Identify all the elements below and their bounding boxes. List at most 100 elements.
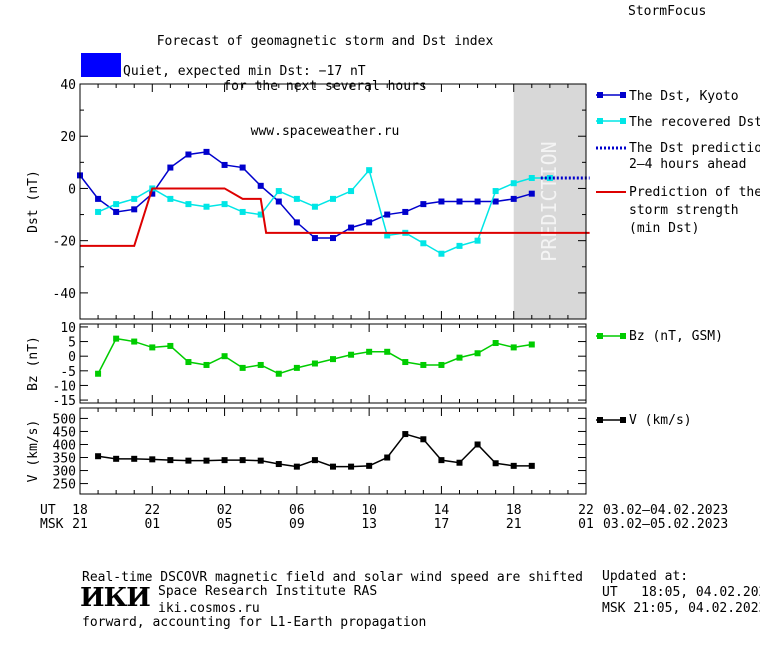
ut-tick-label: 06: [289, 503, 305, 518]
data-point: [330, 235, 336, 242]
y-tick-label: 40: [60, 78, 76, 93]
data-point: [348, 351, 355, 358]
ut-tick-label: 10: [361, 503, 377, 518]
y-tick-label: 0: [68, 350, 76, 365]
legend-v-label: V (km/s): [629, 413, 692, 428]
data-point: [95, 453, 102, 460]
data-point: [275, 461, 282, 468]
legend-bz-marker: [620, 333, 626, 339]
data-point: [167, 342, 174, 349]
data-point: [293, 463, 300, 470]
data-point: [293, 364, 300, 371]
legend-bz-label: Bz (nT, GSM): [629, 329, 723, 344]
y-tick-label: -5: [60, 365, 76, 380]
data-point: [366, 348, 373, 355]
data-point: [257, 361, 264, 368]
data-point: [131, 338, 138, 345]
legend-dst-kyoto-marker: [620, 92, 626, 98]
data-point: [456, 459, 463, 466]
msk-tick-label: 21: [72, 517, 88, 532]
legend-dst-kyoto-label: The Dst, Kyoto: [629, 89, 739, 104]
data-point: [438, 198, 445, 205]
chart-subtitle: for the next several hours: [223, 79, 427, 94]
data-point: [131, 455, 138, 462]
data-point: [257, 182, 264, 189]
data-point: [95, 208, 102, 215]
legend-recovered-label: The recovered Dst: [629, 115, 760, 130]
data-point: [149, 190, 156, 197]
data-point: [167, 164, 174, 171]
iki-logo: ИКИ: [80, 583, 151, 613]
data-point: [221, 353, 228, 360]
legend-recovered-marker: [620, 118, 626, 124]
ut-tick-label: 14: [434, 503, 450, 518]
msk-tick-label: 01: [144, 517, 160, 532]
site-url[interactable]: www.spaceweather.ru: [250, 124, 400, 139]
plot-frame: [79, 83, 587, 320]
msk-tick-label: 13: [361, 517, 377, 532]
data-point: [221, 457, 228, 464]
data-point: [384, 348, 391, 355]
data-point: [456, 354, 463, 361]
data-point: [492, 340, 499, 347]
updated-ut: UT 18:05, 04.02.2023: [602, 585, 760, 600]
data-point: [167, 457, 174, 464]
data-point: [239, 164, 246, 171]
data-point: [167, 195, 174, 202]
data-point: [474, 350, 481, 357]
updated-label: Updated at:: [602, 569, 689, 584]
data-point: [203, 148, 210, 155]
ut-date-range: 03.02–04.02.2023: [603, 503, 728, 518]
data-point: [420, 361, 427, 368]
data-point: [149, 456, 156, 463]
y-axis-label: Bz (nT): [26, 336, 41, 391]
data-point: [330, 356, 336, 363]
data-point: [95, 370, 102, 377]
y-tick-label: -10: [53, 379, 76, 394]
y-tick-label: 0: [68, 182, 76, 197]
legend-storm-label-3: (min Dst): [629, 221, 699, 236]
status-swatch: [81, 53, 121, 77]
data-point: [384, 211, 391, 218]
msk-date-range: 03.02–05.02.2023: [603, 517, 728, 532]
data-point: [203, 457, 210, 464]
legend-storm-label-2: storm strength: [629, 203, 739, 218]
data-point: [330, 195, 336, 202]
data-point: [185, 359, 192, 366]
y-tick-label: 300: [53, 465, 76, 480]
updated-msk: MSK 21:05, 04.02.2023: [602, 601, 760, 616]
ut-tick-label: 18: [72, 503, 88, 518]
data-point: [474, 198, 481, 205]
data-point: [528, 190, 535, 197]
series-line-1-0: [97, 337, 532, 375]
ut-tick-label: 02: [217, 503, 233, 518]
data-point: [510, 195, 517, 202]
ut-label: UT: [40, 503, 56, 518]
status-text: Quiet, expected min Dst: −17 nT: [123, 64, 366, 79]
msk-tick-label: 17: [434, 517, 450, 532]
data-point: [239, 364, 246, 371]
msk-tick-label: 05: [217, 517, 233, 532]
data-source-note-line-1: Real-time DSCOVR magnetic field and sola…: [82, 570, 583, 585]
data-point: [474, 441, 481, 448]
y-tick-label: 450: [53, 425, 76, 440]
data-point: [113, 335, 120, 342]
data-point: [528, 175, 535, 181]
y-tick-label: 20: [60, 130, 76, 145]
prediction-zone: [513, 84, 586, 319]
data-point: [366, 462, 373, 469]
legend-recovered-marker: [597, 118, 603, 124]
data-point: [113, 201, 120, 208]
data-point: [221, 161, 228, 168]
legend-bz-marker: [597, 333, 603, 339]
data-point: [203, 361, 210, 368]
data-point: [293, 219, 300, 226]
data-point: [149, 344, 156, 351]
chart-title-block: Forecast of geomagnetic storm and Dst in…: [110, 4, 540, 154]
msk-label: MSK: [40, 517, 64, 532]
y-tick-label: 10: [60, 321, 76, 336]
institute-url[interactable]: iki.cosmos.ru: [158, 601, 260, 616]
data-point: [384, 454, 391, 461]
ut-tick-label: 18: [506, 503, 522, 518]
legend-prediction-label-2: 2–4 hours ahead: [629, 157, 746, 172]
